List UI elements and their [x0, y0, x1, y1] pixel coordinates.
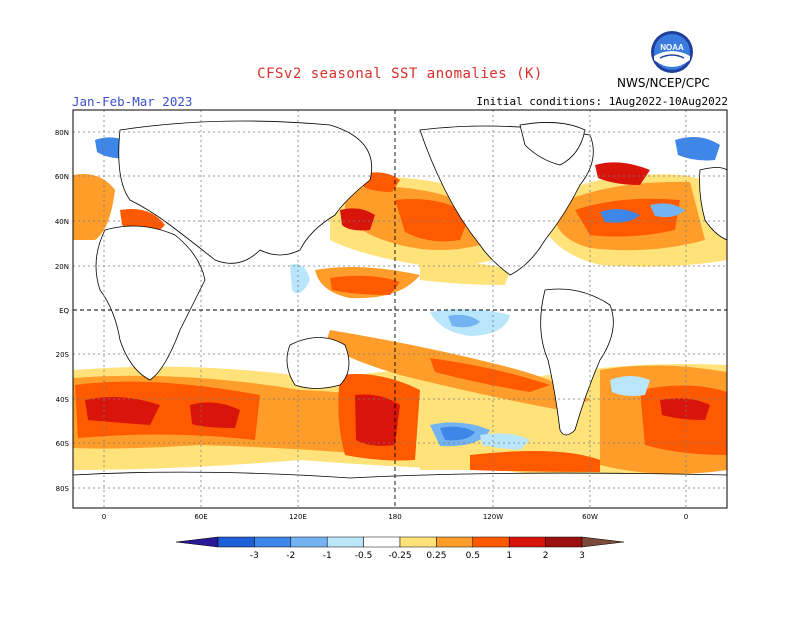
lat-label: 60S — [56, 440, 70, 448]
map-title: CFSv2 seasonal SST anomalies (K) — [257, 66, 543, 82]
colorbar-label: -0.25 — [388, 551, 411, 561]
colorbar-min-arrow — [175, 536, 219, 548]
colorbar-swatch — [326, 536, 364, 548]
colorbar-swatch — [508, 536, 546, 548]
map-frame — [72, 109, 728, 509]
colorbar-label: 0.5 — [466, 551, 480, 561]
colorbar-swatch — [217, 536, 255, 548]
colorbar-swatch — [363, 536, 401, 548]
initial-conditions-label: Initial conditions: 1Aug2022-10Aug2022 — [476, 95, 728, 108]
colorbar-label: 1 — [506, 551, 512, 561]
lon-label: 60W — [582, 513, 598, 521]
continents — [73, 120, 727, 508]
lat-label: 80S — [56, 485, 70, 493]
colorbar-label: -3 — [250, 551, 259, 561]
colorbar-swatch — [254, 536, 292, 548]
lat-label: 20S — [56, 351, 70, 359]
lon-label: 0 — [684, 513, 688, 521]
lat-label: EQ — [59, 307, 69, 315]
lat-label: 40S — [56, 396, 70, 404]
colorbar-label: -0.5 — [355, 551, 373, 561]
lon-label: 0 — [102, 513, 106, 521]
colorbar-swatch — [399, 536, 437, 548]
lon-label: 180 — [388, 513, 401, 521]
equator-dateline — [73, 110, 727, 508]
lon-label: 60E — [194, 513, 207, 521]
lat-label: 20N — [55, 263, 69, 271]
lat-label: 60N — [55, 173, 69, 181]
colorbar-swatch — [472, 536, 510, 548]
agency-label: NWS/NCEP/CPC — [617, 76, 710, 90]
colorbar-label: 3 — [579, 551, 585, 561]
colorbar-label: -1 — [323, 551, 332, 561]
season-label: Jan-Feb-Mar 2023 — [72, 94, 193, 109]
colorbar-max-arrow — [581, 536, 625, 548]
noaa-logo: NOAA — [651, 31, 693, 73]
lon-label: 120E — [289, 513, 307, 521]
colorbar-swatch — [290, 536, 328, 548]
colorbar-swatch — [545, 536, 583, 548]
colorbar-swatch — [436, 536, 474, 548]
lat-label: 80N — [55, 129, 69, 137]
longitude-labels: 0 60E 120E 180 120W 60W 0 — [102, 513, 688, 521]
colorbar-label: 0.25 — [426, 551, 446, 561]
colorbar: -3 -2 -1 -0.5 -0.25 0.25 0.5 1 2 3 — [175, 536, 625, 561]
logo-text: NOAA — [660, 43, 684, 52]
lon-label: 120W — [483, 513, 503, 521]
colorbar-label: -2 — [286, 551, 295, 561]
latitude-labels: 80N 60N 40N 20N EQ 20S 40S 60S 80S — [55, 129, 70, 493]
graticule — [73, 110, 727, 508]
lat-label: 40N — [55, 218, 69, 226]
colorbar-label: 2 — [543, 551, 549, 561]
